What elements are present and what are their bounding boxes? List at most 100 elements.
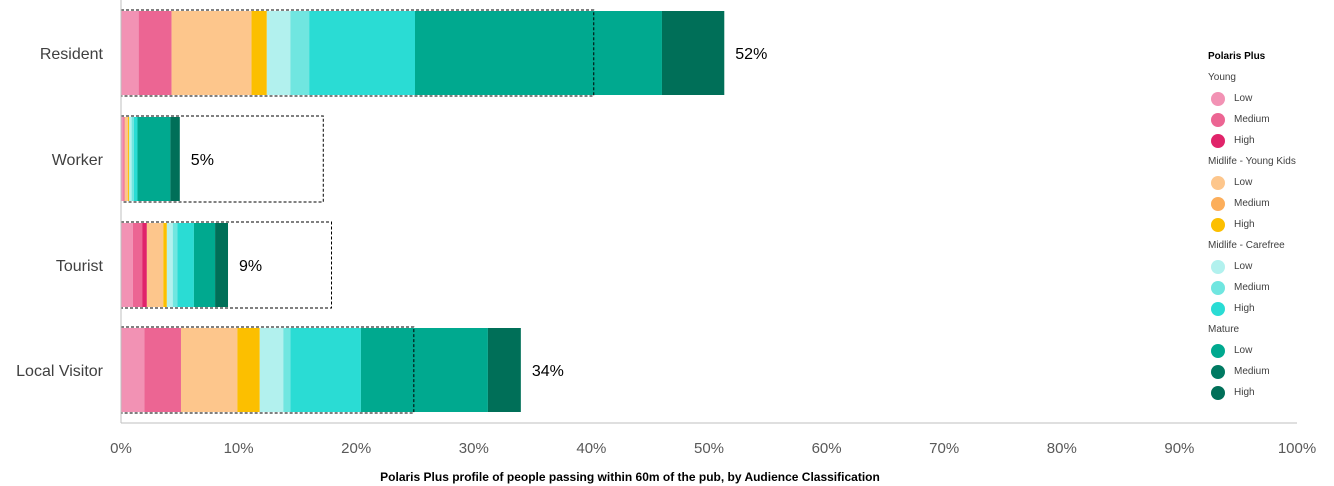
bar-worker-young-low (121, 117, 124, 201)
bar-local-visitor-midlife-carefree-medium (283, 328, 291, 412)
legend-label: Medium (1234, 366, 1270, 377)
legend-label: Low (1234, 177, 1253, 188)
x-tick-label-30: 30% (459, 440, 489, 457)
legend-swatch (1211, 134, 1225, 148)
x-tick-label-50: 50% (694, 440, 724, 457)
legend-swatch (1211, 302, 1225, 316)
legend-item-midlife-carefree-medium: Medium (1208, 281, 1334, 302)
bars-layer (121, 11, 725, 412)
bar-worker-mature-high (170, 117, 180, 201)
legend-group-mature: Mature (1208, 324, 1240, 335)
legend-item-midlife-young-kids-high: High (1208, 218, 1334, 239)
legend-group-young: Young (1208, 72, 1236, 83)
benchmark-outline-resident (120, 9, 595, 97)
x-tick-label-80: 80% (1047, 440, 1077, 457)
bar-local-visitor-midlife-carefree-low (259, 328, 284, 412)
legend-label: Medium (1234, 282, 1270, 293)
bar-tourist-midlife-carefree-high (177, 223, 194, 307)
legend-label: High (1234, 219, 1255, 230)
bar-local-visitor-midlife-young-kids-high (237, 328, 260, 412)
legend-title: Polaris Plus (1208, 51, 1266, 62)
category-label-worker: Worker (52, 152, 104, 169)
bar-tourist-midlife-carefree-low (166, 223, 173, 307)
legend-body: Young Low Medium High Midlife - Young Kids Lo… (1208, 71, 1334, 407)
bar-tourist-midlife-young-kids-high (163, 223, 167, 307)
benchmark-outline-worker (120, 115, 324, 203)
bar-worker-midlife-young-kids-high (128, 117, 130, 201)
bar-local-visitor-mature-high (487, 328, 521, 412)
bar-local-visitor-mature-low (360, 328, 488, 412)
bar-worker-midlife-carefree-medium (131, 117, 134, 201)
bar-local-visitor-young-medium (144, 328, 181, 412)
bar-worker-young-medium (123, 117, 125, 201)
category-label-local-visitor: Local Visitor (16, 363, 104, 380)
bar-worker-midlife-carefree-low (129, 117, 132, 201)
bar-local-visitor-midlife-carefree-high (290, 328, 361, 412)
legend-label: High (1234, 135, 1255, 146)
bar-tourist-mature-low (193, 223, 216, 307)
legend-item-mature-medium: Medium (1208, 365, 1334, 386)
x-tick-label-40: 40% (576, 440, 606, 457)
legend-item-midlife-carefree-low: Low (1208, 260, 1334, 281)
category-label-tourist: Tourist (56, 258, 104, 275)
legend-label: High (1234, 387, 1255, 398)
bar-local-visitor-midlife-young-kids-low (180, 328, 238, 412)
legend-swatch (1211, 197, 1225, 211)
bar-tourist-midlife-carefree-medium (172, 223, 178, 307)
legend-item-midlife-young-kids-medium: Medium (1208, 197, 1334, 218)
bar-local-visitor-young-low (121, 328, 145, 412)
bar-resident-midlife-carefree-medium (290, 11, 310, 95)
bar-worker-mature-low (137, 117, 171, 201)
bar-tourist-midlife-young-kids-low (146, 223, 164, 307)
x-tick-label-10: 10% (224, 440, 254, 457)
legend-item-young-low: Low (1208, 92, 1334, 113)
x-tick-label-90: 90% (1164, 440, 1194, 457)
legend-item-young-high: High (1208, 134, 1334, 155)
bar-tourist-young-high (142, 223, 147, 307)
bar-resident-young-low (121, 11, 139, 95)
legend-label: Medium (1234, 114, 1270, 125)
x-tick-label-70: 70% (929, 440, 959, 457)
bar-tourist-young-low (121, 223, 133, 307)
legend-label: Low (1234, 261, 1253, 272)
x-tick-label-20: 20% (341, 440, 371, 457)
total-label-local-visitor: 34% (532, 363, 564, 380)
total-label-tourist: 9% (239, 258, 262, 275)
x-tick-label-60: 60% (812, 440, 842, 457)
legend-item-young-medium: Medium (1208, 113, 1334, 134)
legend-item-midlife-carefree-high: High (1208, 302, 1334, 323)
category-label-resident: Resident (40, 46, 104, 63)
x-tick-labels: 0% 10% 20% 30% 40% 50% 60% 70% 80% 90% 100% (110, 440, 1316, 457)
bar-resident-mature-high (661, 11, 725, 95)
x-tick-label-100: 100% (1278, 440, 1316, 457)
legend-item-midlife-young-kids-low: Low (1208, 176, 1334, 197)
legend-swatch (1211, 218, 1225, 232)
total-labels: 52% 5% 9% 34% (191, 46, 768, 380)
legend-label: High (1234, 303, 1255, 314)
legend-swatch (1211, 386, 1225, 400)
legend-swatch (1211, 260, 1225, 274)
legend-label: Medium (1234, 198, 1270, 209)
bar-resident-mature-low (415, 11, 662, 95)
bar-resident-young-medium (138, 11, 172, 95)
total-label-worker: 5% (191, 152, 214, 169)
bar-resident-midlife-young-kids-low (171, 11, 252, 95)
bar-tourist-mature-high (215, 223, 229, 307)
legend-swatch (1211, 365, 1225, 379)
legend-swatch (1211, 113, 1225, 127)
bar-worker-midlife-carefree-high (133, 117, 138, 201)
legend-label: Low (1234, 345, 1253, 356)
legend: Polaris Plus Young Low Medium High Midlife -… (1208, 50, 1334, 407)
legend-swatch (1211, 176, 1225, 190)
legend-item-mature-low: Low (1208, 344, 1334, 365)
legend-swatch (1211, 92, 1225, 106)
legend-swatch (1211, 281, 1225, 295)
bar-resident-midlife-carefree-low (266, 11, 291, 95)
bar-worker-midlife-young-kids-low (124, 117, 129, 201)
legend-item-mature-high: High (1208, 386, 1334, 407)
x-axis-title: Polaris Plus profile of people passing w… (380, 470, 880, 484)
bar-resident-midlife-young-kids-high (251, 11, 267, 95)
bar-resident-midlife-carefree-high (309, 11, 415, 95)
legend-group-midlife-young-kids: Midlife - Young Kids (1208, 156, 1296, 167)
